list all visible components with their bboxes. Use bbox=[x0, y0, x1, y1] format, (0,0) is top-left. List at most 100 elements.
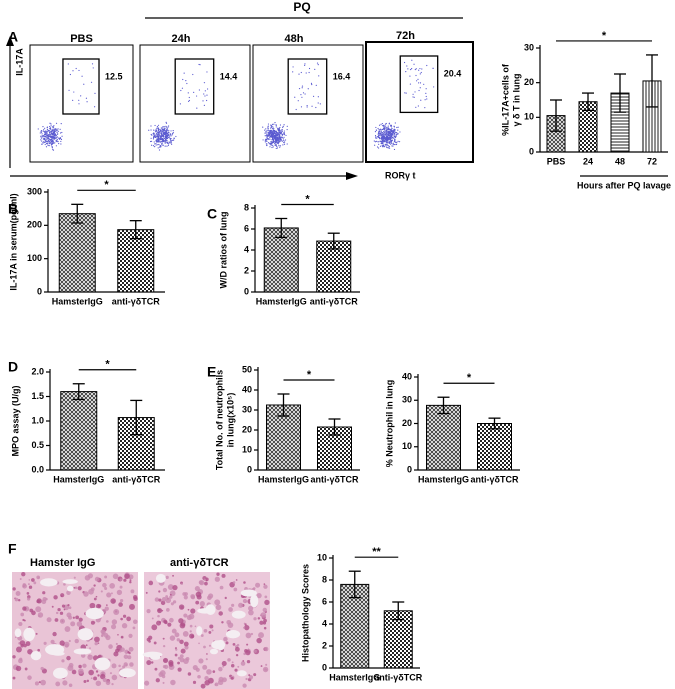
y-tick-label: 4 bbox=[322, 618, 327, 628]
tissue-dot bbox=[171, 628, 177, 634]
event-dot bbox=[419, 67, 421, 70]
y-tick-label: 30 bbox=[242, 404, 252, 414]
tissue-dot bbox=[234, 646, 240, 652]
tissue-dot bbox=[242, 683, 247, 688]
event-dot bbox=[151, 134, 153, 136]
tissue-dot bbox=[178, 604, 185, 610]
event-dot bbox=[398, 141, 401, 143]
tissue-dot bbox=[104, 575, 108, 579]
event-dot bbox=[44, 136, 47, 138]
tissue-dot bbox=[256, 637, 262, 644]
event-dot bbox=[52, 149, 55, 151]
event-dot bbox=[163, 129, 165, 131]
event-dot bbox=[40, 137, 43, 139]
event-dot bbox=[153, 132, 155, 134]
tissue-dot bbox=[190, 594, 196, 599]
event-dot bbox=[295, 108, 297, 111]
event-dot bbox=[157, 132, 159, 134]
tissue-dot bbox=[64, 626, 71, 632]
event-dot bbox=[153, 129, 155, 131]
tissue-dot bbox=[43, 641, 47, 645]
event-dot bbox=[55, 122, 58, 124]
panel-title: PBS bbox=[70, 33, 93, 45]
event-dot bbox=[308, 67, 311, 70]
event-dot bbox=[394, 122, 396, 124]
event-dot bbox=[159, 136, 161, 138]
event-dot bbox=[273, 123, 275, 125]
event-dot bbox=[394, 131, 396, 134]
event-dot bbox=[203, 82, 206, 84]
event-dot bbox=[40, 139, 42, 141]
tissue-dot bbox=[205, 658, 208, 661]
event-dot bbox=[420, 99, 422, 101]
panel-label: D bbox=[8, 359, 18, 375]
event-dot bbox=[394, 129, 396, 132]
event-dot bbox=[51, 134, 53, 136]
tissue-dot bbox=[179, 654, 184, 659]
event-dot bbox=[385, 135, 388, 138]
event-dot bbox=[150, 140, 153, 142]
event-dot bbox=[380, 140, 383, 143]
tissue-dot bbox=[165, 597, 171, 604]
tissue-dot bbox=[214, 599, 221, 606]
tissue-dot bbox=[83, 679, 87, 683]
tissue-dot bbox=[100, 590, 103, 593]
alveolus bbox=[94, 657, 111, 671]
event-dot bbox=[277, 132, 279, 134]
tissue-dot bbox=[169, 595, 173, 599]
event-dot bbox=[175, 135, 177, 138]
y-tick-label: 0.5 bbox=[31, 440, 44, 450]
event-dot bbox=[271, 132, 273, 134]
event-dot bbox=[381, 128, 384, 131]
event-dot bbox=[396, 132, 398, 134]
event-dot bbox=[272, 128, 274, 130]
x-tick-label: anti-γδTCR bbox=[112, 474, 160, 484]
event-dot bbox=[188, 96, 190, 99]
event-dot bbox=[50, 125, 52, 127]
tissue-dot bbox=[72, 616, 75, 619]
tissue-dot bbox=[36, 599, 40, 604]
event-dot bbox=[390, 143, 392, 145]
event-dot bbox=[281, 137, 284, 139]
tissue-dot bbox=[122, 665, 126, 669]
event-dot bbox=[49, 133, 51, 135]
tissue-dot bbox=[97, 604, 102, 608]
tissue-dot bbox=[200, 634, 204, 637]
event-dot bbox=[203, 93, 205, 95]
tissue-dot bbox=[19, 657, 23, 661]
y-tick-label: 0.0 bbox=[31, 464, 44, 474]
event-dot bbox=[44, 133, 46, 135]
event-dot bbox=[286, 125, 288, 127]
tissue-dot bbox=[230, 676, 234, 680]
event-dot bbox=[274, 142, 276, 144]
event-dot bbox=[386, 130, 388, 132]
tissue-dot bbox=[264, 595, 268, 599]
event-dot bbox=[54, 142, 56, 144]
event-dot bbox=[162, 139, 164, 141]
tissue-dot bbox=[121, 623, 128, 629]
event-dot bbox=[268, 135, 270, 137]
tissue-dot bbox=[178, 618, 184, 624]
event-dot bbox=[206, 88, 209, 90]
event-dot bbox=[166, 140, 168, 142]
panel-label: F bbox=[8, 541, 17, 557]
tissue-dot bbox=[263, 584, 268, 589]
event-dot bbox=[44, 143, 46, 146]
tissue-dot bbox=[260, 665, 263, 667]
tissue-dot bbox=[123, 662, 128, 667]
tissue-dot bbox=[51, 605, 54, 608]
tissue-dot bbox=[197, 674, 201, 679]
tissue-dot bbox=[209, 624, 214, 629]
event-dot bbox=[266, 130, 268, 132]
event-dot bbox=[283, 141, 285, 144]
gate bbox=[62, 58, 100, 115]
event-dot bbox=[160, 145, 162, 147]
event-dot bbox=[271, 141, 273, 143]
event-dot bbox=[163, 126, 165, 128]
event-dot bbox=[161, 143, 163, 145]
tissue-dot bbox=[179, 657, 185, 663]
event-dot bbox=[164, 133, 166, 135]
event-dot bbox=[386, 144, 389, 146]
alveolus bbox=[62, 579, 78, 584]
tissue-dot bbox=[180, 648, 186, 654]
